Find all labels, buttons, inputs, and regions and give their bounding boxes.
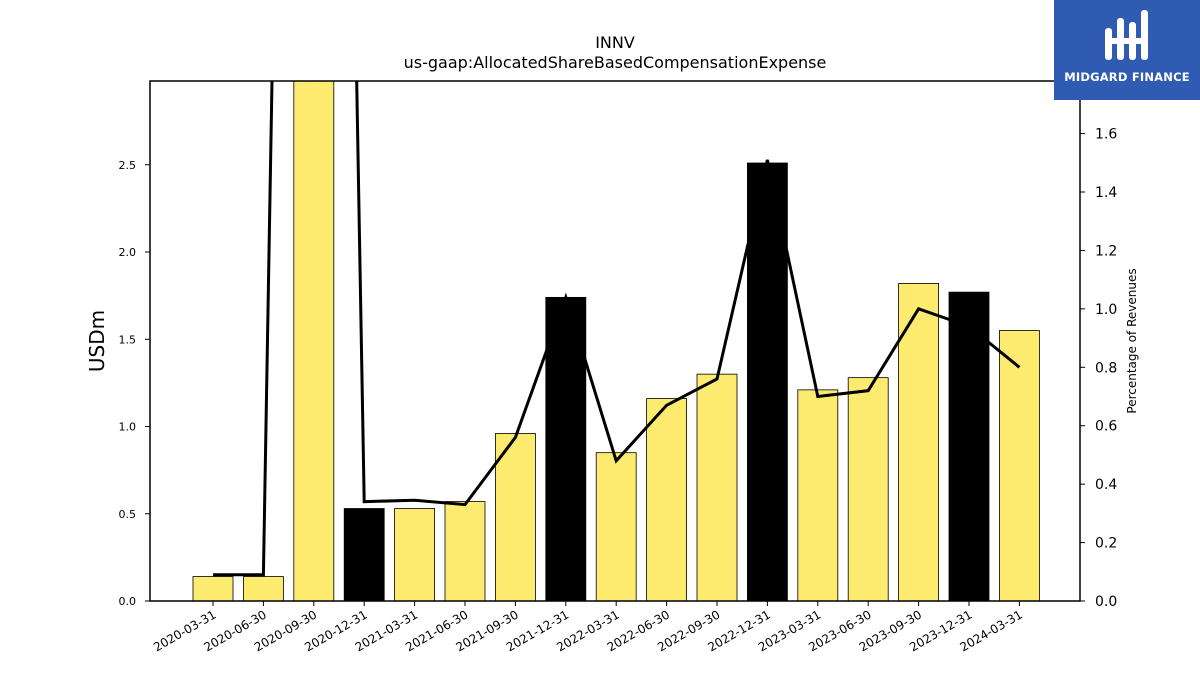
bar-2021-09-30: [494, 433, 536, 602]
y-tick-label: 1.0: [119, 421, 137, 434]
y2-ticks: 0.0 0.2 0.4 0.6 0.8 1.0 1.2 1.4 1.6: [1080, 127, 1117, 610]
logo-mark-icon: [1105, 10, 1148, 60]
y-tick-label: 0.5: [119, 508, 137, 521]
plot-frame: [149, 80, 1081, 602]
bar-2022-12-31: [747, 162, 788, 602]
midgard-finance-logo: MIDGARD FINANCE: [1054, 0, 1200, 100]
percentage-of-revenues-line: [213, 81, 1021, 577]
chart-subtitle: us-gaap:AllocatedShareBasedCompensationE…: [404, 53, 827, 72]
percentage-line-group: [213, 81, 1021, 577]
bar-2023-03-31: [797, 389, 839, 602]
y2-tick-label: 0.8: [1095, 360, 1117, 376]
x-ticks: 2020-03-312020-06-302020-09-302020-12-31…: [151, 601, 1025, 654]
bar-2021-06-30: [444, 501, 486, 602]
y2-tick-label: 1.6: [1095, 127, 1117, 143]
bar-2021-03-31: [394, 508, 436, 602]
y2-tick-label: 1.4: [1095, 185, 1117, 201]
bar-2020-03-31: [192, 576, 234, 602]
bar-2023-09-30: [898, 283, 939, 602]
y-tick-label: 2.0: [119, 246, 137, 259]
bar-2023-12-31: [948, 291, 990, 602]
y2-axis-label: Percentage of Revenues: [1125, 268, 1139, 413]
bar-2020-06-30: [242, 576, 284, 602]
bar-2021-12-31: [545, 296, 587, 602]
y2-tick-label: 1.0: [1095, 302, 1117, 318]
y2-tick-label: 0.2: [1095, 536, 1117, 552]
y-ticks: 0.0 0.5 1.0 1.5 2.0 2.5: [119, 159, 150, 608]
bar-2020-09-30: [293, 80, 335, 602]
bar-2022-09-30: [696, 373, 738, 602]
bar-2022-06-30: [646, 398, 687, 602]
bar-group: [192, 80, 1040, 602]
y-tick-label: 1.5: [119, 333, 137, 346]
bar-2023-06-30: [847, 377, 889, 602]
y2-tick-label: 0.4: [1095, 477, 1117, 493]
logo-text: MIDGARD FINANCE: [1064, 70, 1190, 84]
bar-2020-12-31: [343, 508, 385, 602]
y-tick-label: 2.5: [119, 159, 137, 172]
y-tick-label: 0.0: [119, 595, 137, 608]
y2-tick-label: 1.2: [1095, 243, 1117, 259]
bar-2022-03-31: [595, 452, 637, 602]
y-axis-label: USDm: [85, 310, 109, 372]
y2-tick-label: 0.6: [1095, 419, 1117, 435]
y2-tick-label: 0.0: [1095, 594, 1117, 610]
chart-title: INNV: [595, 33, 635, 52]
bar-2024-03-31: [999, 330, 1040, 602]
